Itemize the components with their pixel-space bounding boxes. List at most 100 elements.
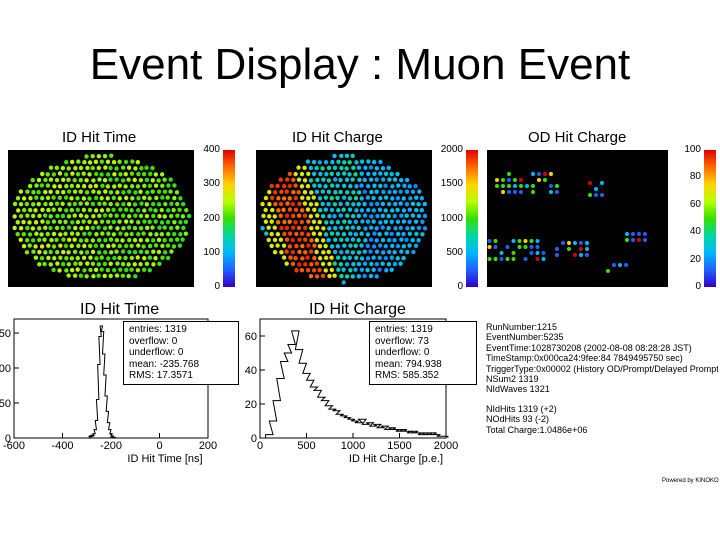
pmt-hit-dot [150, 165, 155, 171]
pmt-hit-dot [278, 237, 284, 242]
pmt-hit-dot [345, 213, 350, 218]
pmt-hit-dot [395, 171, 400, 177]
pmt-hit-dot [144, 213, 150, 219]
pmt-hit-dot [600, 181, 604, 185]
pmt-hit-dot [82, 243, 87, 249]
pmt-hit-dot [51, 207, 56, 212]
pmt-hit-dot [174, 190, 180, 195]
pmt-hit-dot [108, 213, 113, 218]
pmt-hit-dot [130, 196, 135, 201]
pmt-hit-dot [326, 249, 331, 255]
pmt-hit-dot [159, 172, 165, 177]
pmt-hit-dot [63, 243, 69, 249]
pmt-hit-dot [15, 196, 21, 201]
pmt-hit-dot [284, 213, 290, 218]
pmt-hit-dot [523, 245, 528, 249]
pmt-hit-dot [144, 261, 150, 267]
pmt-hit-dot [543, 178, 547, 182]
pmt-hit-dot [123, 172, 128, 177]
pmt-hit-dot [291, 189, 296, 195]
pmt-hit-dot [166, 231, 171, 237]
pmt-hit-dot [69, 183, 75, 189]
pmt-hit-dot [348, 231, 353, 236]
pmt-hit-dot [147, 255, 153, 260]
pmt-hit-dot [99, 159, 105, 164]
pmt-hit-dot [339, 153, 344, 159]
pmt-hit-dot [387, 189, 392, 195]
pmt-hit-dot [36, 189, 41, 195]
pmt-hit-dot [422, 213, 428, 219]
pmt-hit-dot [282, 231, 287, 237]
pmt-hit-dot [93, 195, 99, 201]
pmt-hit-dot [78, 213, 84, 218]
pmt-hit-dot [505, 245, 510, 249]
id-hit-charge-stats-box: entries: 1319 overflow: 73 underflow: 0 … [369, 321, 477, 385]
colorbar-tick-label: 20 [689, 253, 701, 265]
pmt-hit-dot [311, 159, 317, 165]
pmt-hit-dot [284, 189, 289, 194]
x-tick-label: 500 [297, 440, 315, 452]
pmt-hit-dot [422, 226, 428, 231]
pmt-hit-dot [293, 220, 298, 225]
pmt-hit-dot [37, 213, 42, 219]
pmt-hit-dot [383, 255, 389, 261]
pmt-hit-dot [354, 208, 359, 213]
pmt-hit-dot [135, 219, 141, 225]
pmt-hit-dot [336, 267, 341, 272]
pmt-hit-dot [606, 269, 610, 273]
pmt-hit-dot [43, 201, 48, 207]
pmt-hit-dot [100, 183, 105, 189]
pmt-hit-dot [103, 250, 108, 255]
pmt-hit-dot [45, 231, 50, 237]
pmt-hit-dot [105, 159, 111, 164]
pmt-hit-dot [535, 239, 540, 243]
pmt-hit-dot [374, 274, 379, 279]
pmt-hit-dot [414, 207, 419, 213]
pmt-hit-dot [91, 189, 96, 194]
pmt-hit-dot [139, 166, 144, 171]
pmt-hit-dot [34, 195, 39, 200]
pmt-hit-dot [395, 219, 401, 224]
pmt-hit-dot [172, 183, 177, 188]
pmt-hit-dot [117, 243, 122, 249]
pmt-hit-dot [124, 232, 129, 237]
pmt-hit-dot [138, 213, 144, 219]
pmt-hit-dot [102, 178, 108, 183]
pmt-hit-dot [303, 262, 308, 267]
pmt-hit-dot [276, 208, 281, 213]
pmt-hit-dot [15, 231, 20, 237]
pmt-hit-dot [183, 219, 189, 225]
pmt-hit-dot [129, 231, 134, 237]
pmt-hit-dot [306, 171, 311, 177]
pmt-hit-dot [407, 243, 412, 248]
pmt-hit-dot [359, 196, 364, 201]
pmt-hit-dot [138, 237, 144, 243]
pmt-hit-dot [339, 237, 344, 242]
pmt-hit-dot [531, 172, 535, 176]
pmt-hit-dot [362, 189, 367, 195]
pmt-hit-dot [350, 213, 356, 219]
pmt-hit-dot [76, 159, 81, 164]
pmt-hit-dot [329, 219, 334, 225]
pmt-hit-dot [567, 241, 571, 245]
pmt-hit-dot [142, 219, 147, 224]
stats-mean: mean: 794.938 [375, 358, 442, 370]
pmt-hit-dot [156, 237, 162, 243]
pmt-hit-dot [354, 160, 359, 165]
pmt-hit-dot [82, 159, 87, 165]
pmt-hit-dot [272, 225, 277, 230]
pmt-hit-dot [81, 219, 86, 224]
pmt-hit-dot [69, 231, 75, 236]
pmt-hit-dot [493, 245, 498, 249]
pmt-hit-dot [338, 177, 343, 183]
pmt-hit-dot [302, 213, 308, 218]
pmt-hit-dot [299, 171, 305, 177]
pmt-hit-dot [329, 267, 335, 273]
pmt-hit-dot [160, 255, 165, 260]
pmt-hit-dot [81, 255, 87, 260]
pmt-hit-dot [555, 184, 559, 188]
pmt-hit-dot [30, 177, 35, 183]
pmt-hit-dot [305, 159, 311, 164]
pmt-hit-dot [356, 261, 362, 267]
pmt-hit-dot [311, 171, 317, 177]
